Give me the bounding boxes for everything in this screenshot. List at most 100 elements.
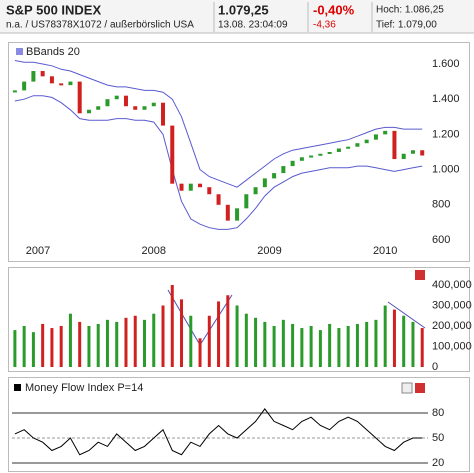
volume-bar xyxy=(420,328,424,367)
x-tick-label: 2009 xyxy=(257,245,281,257)
volume-bar xyxy=(180,299,184,367)
volume-bar xyxy=(152,313,156,367)
candle xyxy=(392,130,397,160)
candle xyxy=(114,95,119,100)
candle xyxy=(253,187,258,195)
legend-label: BBands 20 xyxy=(26,46,80,58)
close-button[interactable] xyxy=(415,270,425,280)
y-tick-label: 600 xyxy=(432,234,450,246)
volume-bar xyxy=(31,332,35,367)
candle xyxy=(133,106,138,110)
candle xyxy=(235,208,240,221)
legend-swatch xyxy=(14,384,21,391)
y-tick-label: 300,000 xyxy=(432,299,472,311)
volume-bar xyxy=(96,323,100,367)
volume-bar xyxy=(68,313,72,367)
volume-bar xyxy=(355,323,359,367)
panel xyxy=(8,377,470,472)
candle xyxy=(309,155,314,158)
index-info: n.a. / US78378X1072 / außerbörslich USA xyxy=(6,20,194,31)
volume-bar xyxy=(198,338,202,367)
low: Tief: 1.079,00 xyxy=(376,20,437,31)
candle xyxy=(290,160,295,167)
candle xyxy=(49,76,54,84)
volume-bar xyxy=(22,326,26,367)
candle xyxy=(346,146,351,149)
volume-bar xyxy=(133,315,137,367)
volume-bar xyxy=(392,309,396,367)
candle xyxy=(77,81,82,114)
candle xyxy=(272,173,277,179)
candle xyxy=(68,81,73,86)
candle xyxy=(327,152,332,154)
lower-band xyxy=(14,95,423,230)
candle xyxy=(96,106,101,110)
volume-bar xyxy=(300,328,304,367)
volume-bar xyxy=(328,323,332,367)
volume-bar xyxy=(226,295,230,367)
upper-band xyxy=(14,60,423,188)
candle xyxy=(105,99,110,107)
y-tick-label: 1.400 xyxy=(432,93,460,105)
candle xyxy=(318,153,323,156)
y-tick-label: 1.200 xyxy=(432,128,460,140)
y-tick-label: 80 xyxy=(432,407,444,419)
close-button[interactable] xyxy=(415,383,425,393)
volume-bar xyxy=(124,317,128,367)
mfi-line xyxy=(14,408,423,456)
time: 13.08. 23:04:09 xyxy=(218,20,288,31)
volume-bar xyxy=(217,301,221,367)
settings-button[interactable] xyxy=(401,382,413,394)
volume-bar xyxy=(115,321,119,367)
volume-bar xyxy=(50,328,54,367)
trend-line xyxy=(387,301,426,329)
volume-bar xyxy=(13,330,17,367)
y-tick-label: 400,000 xyxy=(432,279,472,291)
high: Hoch: 1.086,25 xyxy=(376,5,444,16)
candle xyxy=(410,150,415,154)
candle xyxy=(40,71,45,77)
volume-bar xyxy=(244,313,248,367)
change-pct: -0,40% xyxy=(313,2,355,17)
candle xyxy=(336,148,341,152)
price: 1.079,25 xyxy=(218,2,269,17)
candle xyxy=(142,106,147,110)
candle xyxy=(188,183,193,191)
volume-bar xyxy=(161,305,165,367)
volume-bar xyxy=(402,315,406,367)
legend-swatch xyxy=(16,48,23,55)
volume-bar xyxy=(337,328,341,367)
y-tick-label: 0 xyxy=(432,361,438,373)
y-tick-label: 1.600 xyxy=(432,58,460,70)
volume-bar xyxy=(105,319,109,367)
volume-bar xyxy=(263,321,267,367)
volume-bar xyxy=(272,326,276,367)
y-tick-label: 20 xyxy=(432,457,444,469)
volume-bar xyxy=(142,319,146,367)
x-tick-label: 2010 xyxy=(373,245,397,257)
volume-bar xyxy=(235,305,239,367)
candle xyxy=(244,194,249,209)
candle xyxy=(151,102,156,107)
candle xyxy=(198,183,203,188)
volume-bar xyxy=(291,323,295,367)
volume-bar xyxy=(411,321,415,367)
candle xyxy=(355,143,360,147)
volume-bar xyxy=(374,319,378,367)
candle xyxy=(12,90,17,93)
volume-bar xyxy=(383,305,387,367)
candle xyxy=(22,81,27,91)
candle xyxy=(420,150,425,156)
panel xyxy=(8,267,470,372)
volume-bar xyxy=(87,326,91,367)
candle xyxy=(179,183,184,191)
y-tick-label: 50 xyxy=(432,432,444,444)
volume-bar xyxy=(59,326,63,367)
candle xyxy=(170,125,175,184)
candle xyxy=(31,71,36,82)
x-tick-label: 2008 xyxy=(142,245,166,257)
candle xyxy=(364,139,369,144)
y-tick-label: 200,000 xyxy=(432,320,472,332)
candle xyxy=(225,204,230,221)
